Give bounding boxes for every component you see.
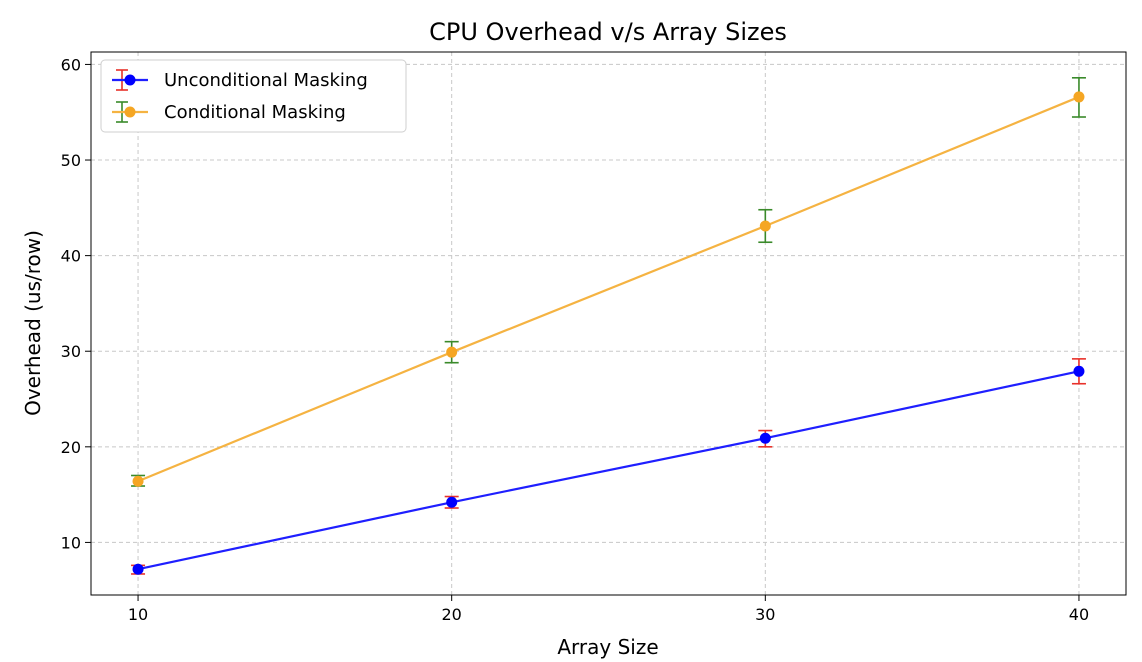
y-tick-label: 30 xyxy=(61,342,81,361)
data-point xyxy=(132,475,144,487)
ticks: 10 20 30 40 10 20 30 40 50 60 xyxy=(61,55,1089,624)
grid xyxy=(91,52,1126,595)
x-tick-label: 20 xyxy=(442,605,462,624)
series-2 xyxy=(131,77,1086,487)
legend-box xyxy=(100,59,407,133)
series-layer xyxy=(131,77,1086,575)
chart-title: CPU Overhead v/s Array Sizes xyxy=(429,18,787,46)
y-axis-label: Overhead (us/row) xyxy=(21,230,45,416)
series-1 xyxy=(131,358,1086,575)
legend-marker xyxy=(124,106,136,118)
data-point xyxy=(132,563,144,575)
data-point xyxy=(1073,91,1085,103)
data-point xyxy=(1073,365,1085,377)
data-point xyxy=(446,496,458,508)
y-tick-label: 20 xyxy=(61,438,81,457)
data-point xyxy=(759,220,771,232)
legend: Unconditional Masking Conditional Masking xyxy=(100,59,407,133)
plot-frame xyxy=(90,51,1127,596)
legend-marker xyxy=(124,74,136,86)
series-line xyxy=(137,95,1080,483)
legend-label: Conditional Masking xyxy=(164,102,346,123)
data-point xyxy=(759,432,771,444)
y-tick-label: 50 xyxy=(61,151,81,170)
y-tick-label: 40 xyxy=(61,247,81,266)
series-line xyxy=(137,370,1080,571)
x-tick-label: 40 xyxy=(1069,605,1089,624)
plot-area xyxy=(91,52,1126,595)
data-point xyxy=(446,346,458,358)
x-axis-label: Array Size xyxy=(557,635,658,659)
y-tick-label: 60 xyxy=(61,55,81,74)
x-tick-label: 30 xyxy=(755,605,775,624)
y-tick-label: 10 xyxy=(61,533,81,552)
x-tick-label: 10 xyxy=(128,605,148,624)
legend-label: Unconditional Masking xyxy=(164,70,368,91)
